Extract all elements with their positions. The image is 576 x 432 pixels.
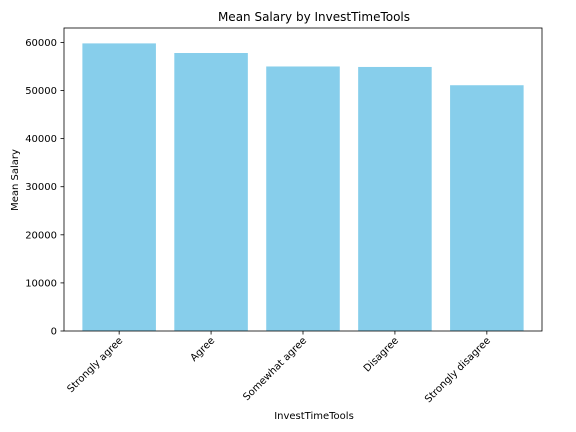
y-tick-label: 60000 (25, 38, 57, 49)
y-tick-label: 40000 (25, 134, 57, 145)
bar-somewhat-agree (266, 66, 340, 331)
y-tick-label: 10000 (25, 278, 57, 289)
bar-agree (174, 53, 248, 332)
plot-area (82, 43, 524, 332)
y-axis-label: Mean Salary (10, 149, 21, 211)
bar-disagree (358, 66, 432, 331)
x-axis-label: InvestTimeTools (274, 411, 354, 422)
y-tick-label: 50000 (25, 86, 57, 97)
y-axis: 0 10000 20000 30000 40000 50000 60000 (25, 38, 64, 338)
chart-title: Mean Salary by InvestTimeTools (218, 10, 410, 24)
bar-strongly-disagree (450, 85, 524, 331)
y-tick-label: 0 (51, 327, 57, 338)
bar-strongly-agree (82, 43, 156, 332)
y-tick-label: 20000 (25, 230, 57, 241)
plot-frame (63, 27, 543, 332)
y-tick-label: 30000 (25, 182, 57, 193)
